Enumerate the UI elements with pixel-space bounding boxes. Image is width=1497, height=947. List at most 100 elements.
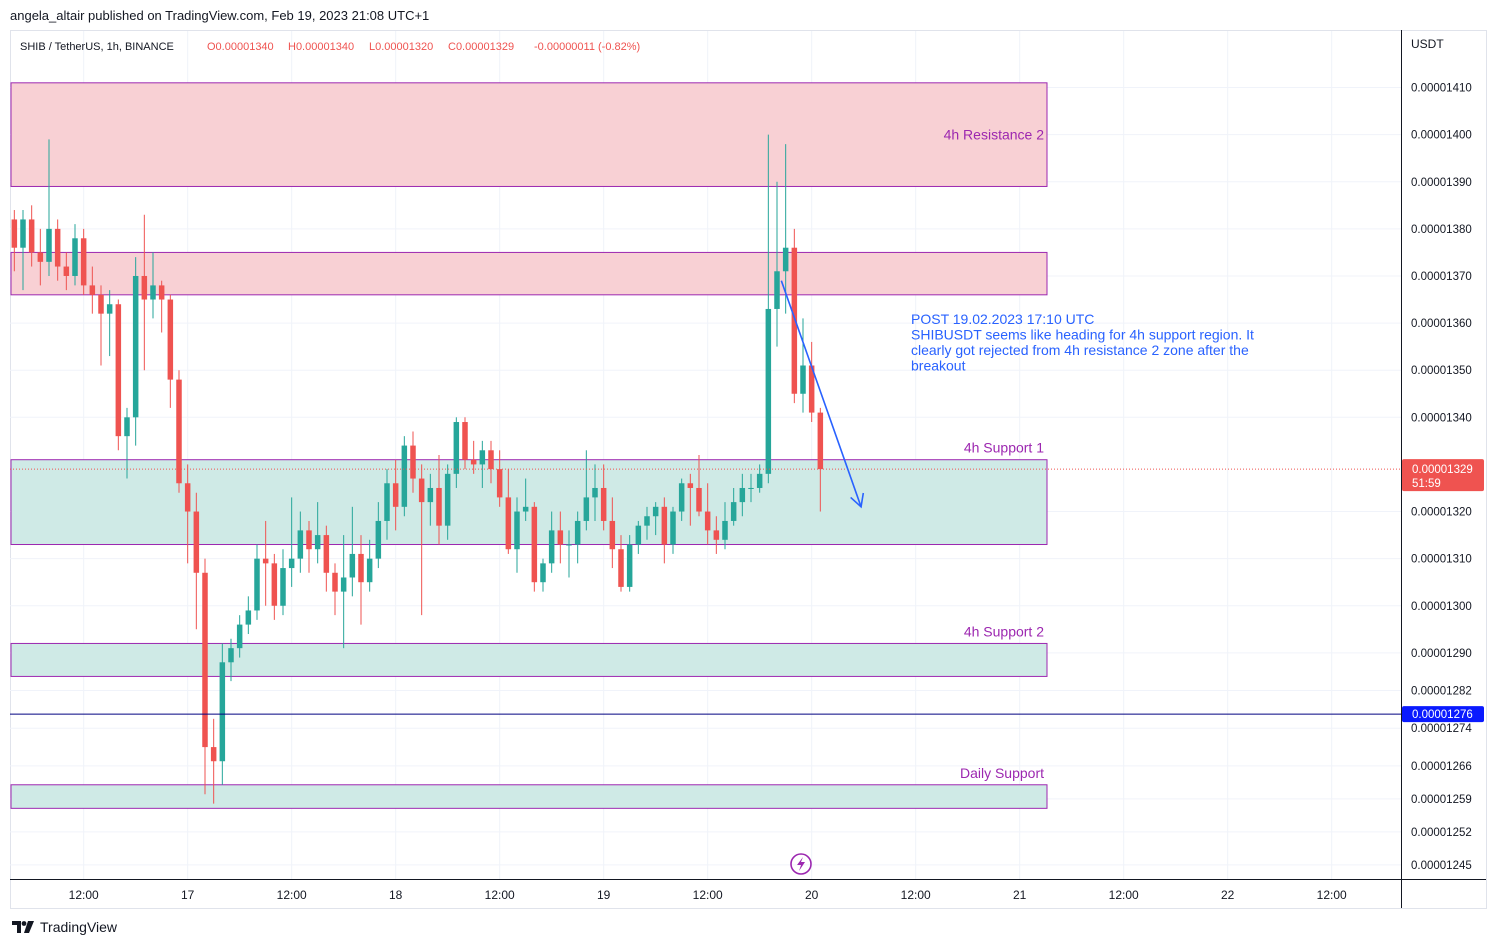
candle <box>678 478 685 521</box>
candle-body <box>167 299 174 380</box>
candle <box>583 450 590 531</box>
candle <box>540 558 546 592</box>
candle-body <box>566 544 572 546</box>
candle-body <box>176 379 182 484</box>
candle <box>453 417 460 488</box>
candle-body <box>236 624 243 649</box>
y-tick-label: 0.00001400 <box>1411 130 1472 142</box>
candle-body <box>574 520 581 545</box>
time-axis[interactable]: 12:00 17 12:00 18 12:00 19 12:00 20 12:00 21 12:00… <box>69 888 1347 902</box>
tradingview-icon <box>12 921 34 933</box>
candle <box>262 520 269 606</box>
candle-body <box>314 535 321 550</box>
candle <box>323 525 330 592</box>
candle-body <box>644 516 650 526</box>
candle-body <box>470 459 477 465</box>
candle-body <box>652 506 659 517</box>
candle-body <box>626 544 633 587</box>
candle <box>28 205 35 267</box>
candle-body <box>696 487 702 512</box>
candle <box>548 511 555 573</box>
candle <box>115 299 122 451</box>
y-tick-label: 0.00001340 <box>1411 412 1472 424</box>
candle-body <box>28 219 35 253</box>
candle-body <box>141 275 148 300</box>
candle-body <box>271 563 278 606</box>
candle <box>670 506 676 554</box>
y-tick-label: 0.00001390 <box>1411 177 1472 189</box>
candle <box>332 563 338 616</box>
candle-body <box>20 219 26 248</box>
candle <box>557 511 564 564</box>
y-tick-label: 0.00001370 <box>1411 271 1472 283</box>
candle-body <box>444 473 451 526</box>
candle-body <box>765 308 772 474</box>
zone-label: Daily Support <box>960 765 1044 781</box>
candle <box>150 252 156 319</box>
candle-body <box>115 304 122 437</box>
zone-label: 4h Support 1 <box>964 440 1044 456</box>
candle <box>600 464 607 531</box>
zone-box <box>10 82 1048 187</box>
candle <box>98 285 104 366</box>
candle-body <box>800 365 806 394</box>
candle <box>609 497 616 569</box>
last-price-label: 0.00001329 <box>1412 464 1473 476</box>
candle-body <box>748 487 754 489</box>
candle-body <box>713 530 720 540</box>
candle-body <box>739 487 746 503</box>
candle-body <box>410 445 416 479</box>
last-price-badge <box>1402 459 1484 492</box>
x-tick-label: 12:00 <box>901 888 931 902</box>
y-tick-label: 0.00001300 <box>1411 601 1472 613</box>
candle <box>635 520 642 554</box>
candle <box>280 549 286 616</box>
annotation-text-line: clearly got rejected from 4h resistance … <box>911 342 1249 358</box>
candle-body <box>557 530 564 545</box>
y-tick-label: 0.00001245 <box>1411 860 1472 872</box>
candle-body <box>782 247 789 272</box>
candle-body <box>618 549 624 587</box>
countdown-label: 51:59 <box>1412 478 1441 490</box>
y-tick-label: 0.00001310 <box>1411 554 1472 566</box>
candle <box>72 224 78 286</box>
candle <box>652 502 659 536</box>
annotation-text-line: POST 19.02.2023 17:10 UTC <box>911 311 1094 327</box>
candle-body <box>817 412 824 470</box>
price-axis[interactable]: 0.00001410 0.00001400 0.00001390 0.00001380… <box>1402 83 1484 872</box>
candle-body <box>670 511 676 545</box>
x-tick-label: 12:00 <box>1109 888 1139 902</box>
zone-label: 4h Resistance 2 <box>944 127 1045 143</box>
candle <box>210 718 217 804</box>
candle-body <box>791 247 798 394</box>
candle <box>748 473 754 503</box>
candle-body <box>332 572 338 592</box>
candle-body <box>609 520 616 550</box>
lightning-icon[interactable] <box>790 853 812 875</box>
candle-body <box>54 228 61 267</box>
tradingview-logo[interactable]: TradingView <box>12 919 117 935</box>
candle <box>713 516 720 554</box>
candle <box>89 266 96 314</box>
candle-body <box>150 285 156 300</box>
candle-body <box>479 450 486 465</box>
candles[interactable] <box>11 134 824 804</box>
candle-body <box>531 506 538 583</box>
x-tick-label: 17 <box>181 888 195 902</box>
zone-box <box>10 251 1048 296</box>
y-tick-label: 0.00001320 <box>1411 507 1472 519</box>
candle <box>314 502 321 564</box>
candle <box>20 210 26 291</box>
candle-body <box>808 365 815 413</box>
candle-body <box>158 285 165 300</box>
candle <box>375 502 382 569</box>
zone-box <box>10 784 1048 809</box>
candle <box>254 544 260 620</box>
candle <box>11 210 18 272</box>
candle <box>176 370 182 493</box>
candle <box>531 502 538 592</box>
y-tick-label: 0.00001274 <box>1411 723 1472 735</box>
candle <box>132 257 139 446</box>
candle <box>739 473 746 517</box>
